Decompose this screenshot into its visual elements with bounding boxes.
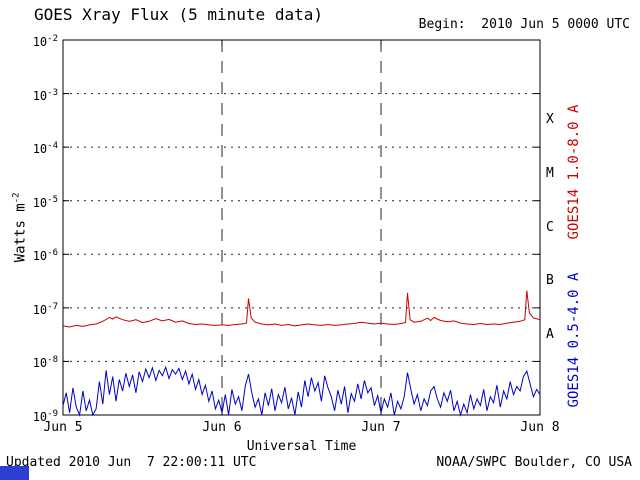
y-tick-label: 10-6 xyxy=(32,248,58,264)
x-tick-label: Jun 5 xyxy=(43,420,83,435)
flare-class-letter-b: B xyxy=(546,273,554,289)
x-axis-label: Universal Time xyxy=(246,439,357,454)
updated-timestamp: Updated 2010 Jun 7 22:00:11 UTC xyxy=(6,455,257,470)
series-label-long-channel: GOES14 1.0-8.0 A xyxy=(566,104,582,240)
x-tick-label: Jun 8 xyxy=(520,420,560,435)
flare-class-letter-a: A xyxy=(546,326,554,342)
flare-class-letter-m: M xyxy=(546,165,554,181)
begin-time-label: Begin: 2010 Jun 5 0000 UTC xyxy=(418,17,630,32)
y-tick-label: 10-8 xyxy=(32,355,58,371)
plot-frame xyxy=(62,39,541,416)
series-label-short-channel: GOES14 0.5-4.0 A xyxy=(566,272,582,408)
bottom-left-blue-box xyxy=(0,466,29,480)
y-tick-label: 10-9 xyxy=(32,409,58,424)
chart-title: GOES Xray Flux (5 minute data) xyxy=(34,5,323,24)
series-line-long xyxy=(62,290,541,328)
flare-class-letter-c: C xyxy=(546,219,554,235)
y-tick-label: 10-7 xyxy=(32,301,58,317)
y-tick-label: 10-2 xyxy=(32,34,58,49)
source-attribution: NOAA/SWPC Boulder, CO USA xyxy=(436,455,632,470)
y-tick-label: 10-5 xyxy=(32,194,58,210)
flare-class-letter-x: X xyxy=(546,112,554,128)
y-tick-label: 10-4 xyxy=(32,141,58,157)
y-tick-label: 10-3 xyxy=(32,87,58,103)
y-axis-label: Watts m-2 xyxy=(12,167,29,287)
x-tick-label: Jun 6 xyxy=(202,420,242,435)
x-tick-label: Jun 7 xyxy=(361,420,401,435)
series-line-short xyxy=(62,365,541,417)
